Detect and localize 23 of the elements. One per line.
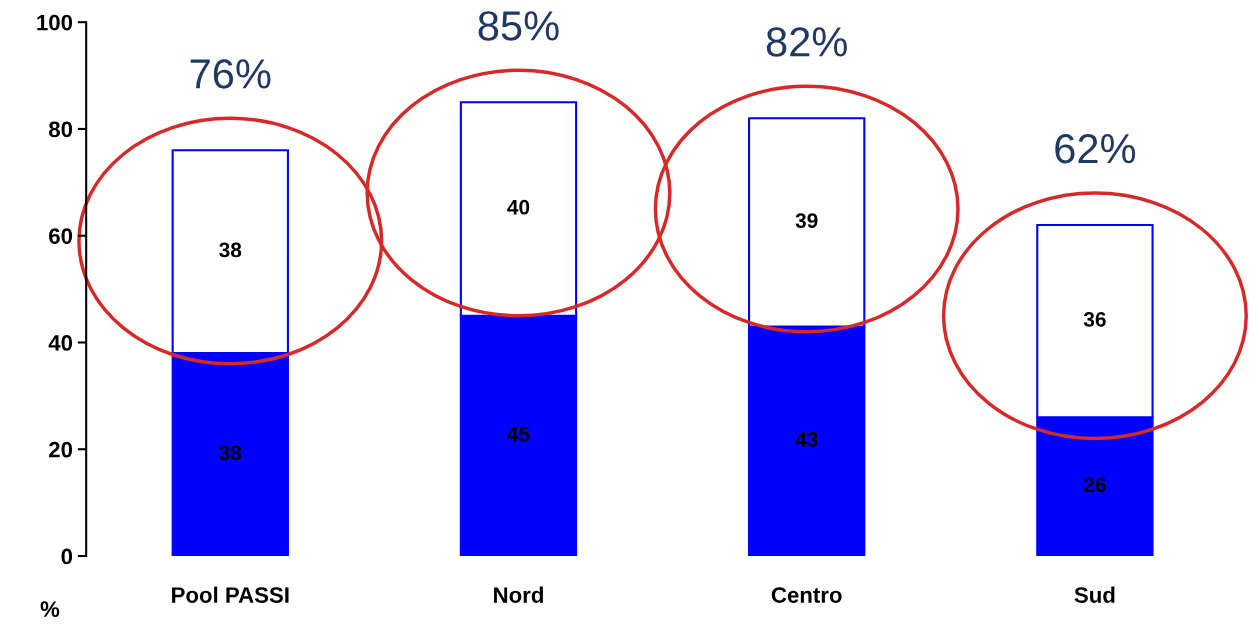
y-tick-label: 20 — [49, 441, 73, 458]
y-tick-label: 60 — [49, 228, 73, 244]
y-tick-label: 40 — [48, 335, 73, 351]
y-tick-label: 0 — [61, 548, 73, 565]
data-label: 45 — [507, 426, 530, 442]
x-tick-label: Pool PASSI — [172, 586, 289, 603]
total-label: 62% — [1055, 133, 1136, 164]
x-tick-label: Centro — [771, 587, 842, 603]
y-tick-label: 80 — [48, 121, 73, 138]
total-label: 85% — [478, 11, 559, 41]
data-label: 38 — [219, 445, 242, 461]
data-label: 43 — [795, 432, 818, 447]
x-tick-label: Nord — [494, 586, 543, 603]
y-axis-title: % — [40, 601, 60, 617]
x-tick-label: Sud — [1074, 586, 1115, 603]
data-label: 36 — [1083, 311, 1106, 327]
total-label: 76% — [190, 59, 271, 89]
data-label: 39 — [795, 213, 818, 228]
data-label: 26 — [1084, 477, 1106, 493]
total-label: 82% — [766, 27, 847, 57]
data-label: 40 — [507, 199, 530, 215]
data-label: 38 — [219, 242, 242, 258]
y-tick-label: 100 — [37, 14, 73, 31]
